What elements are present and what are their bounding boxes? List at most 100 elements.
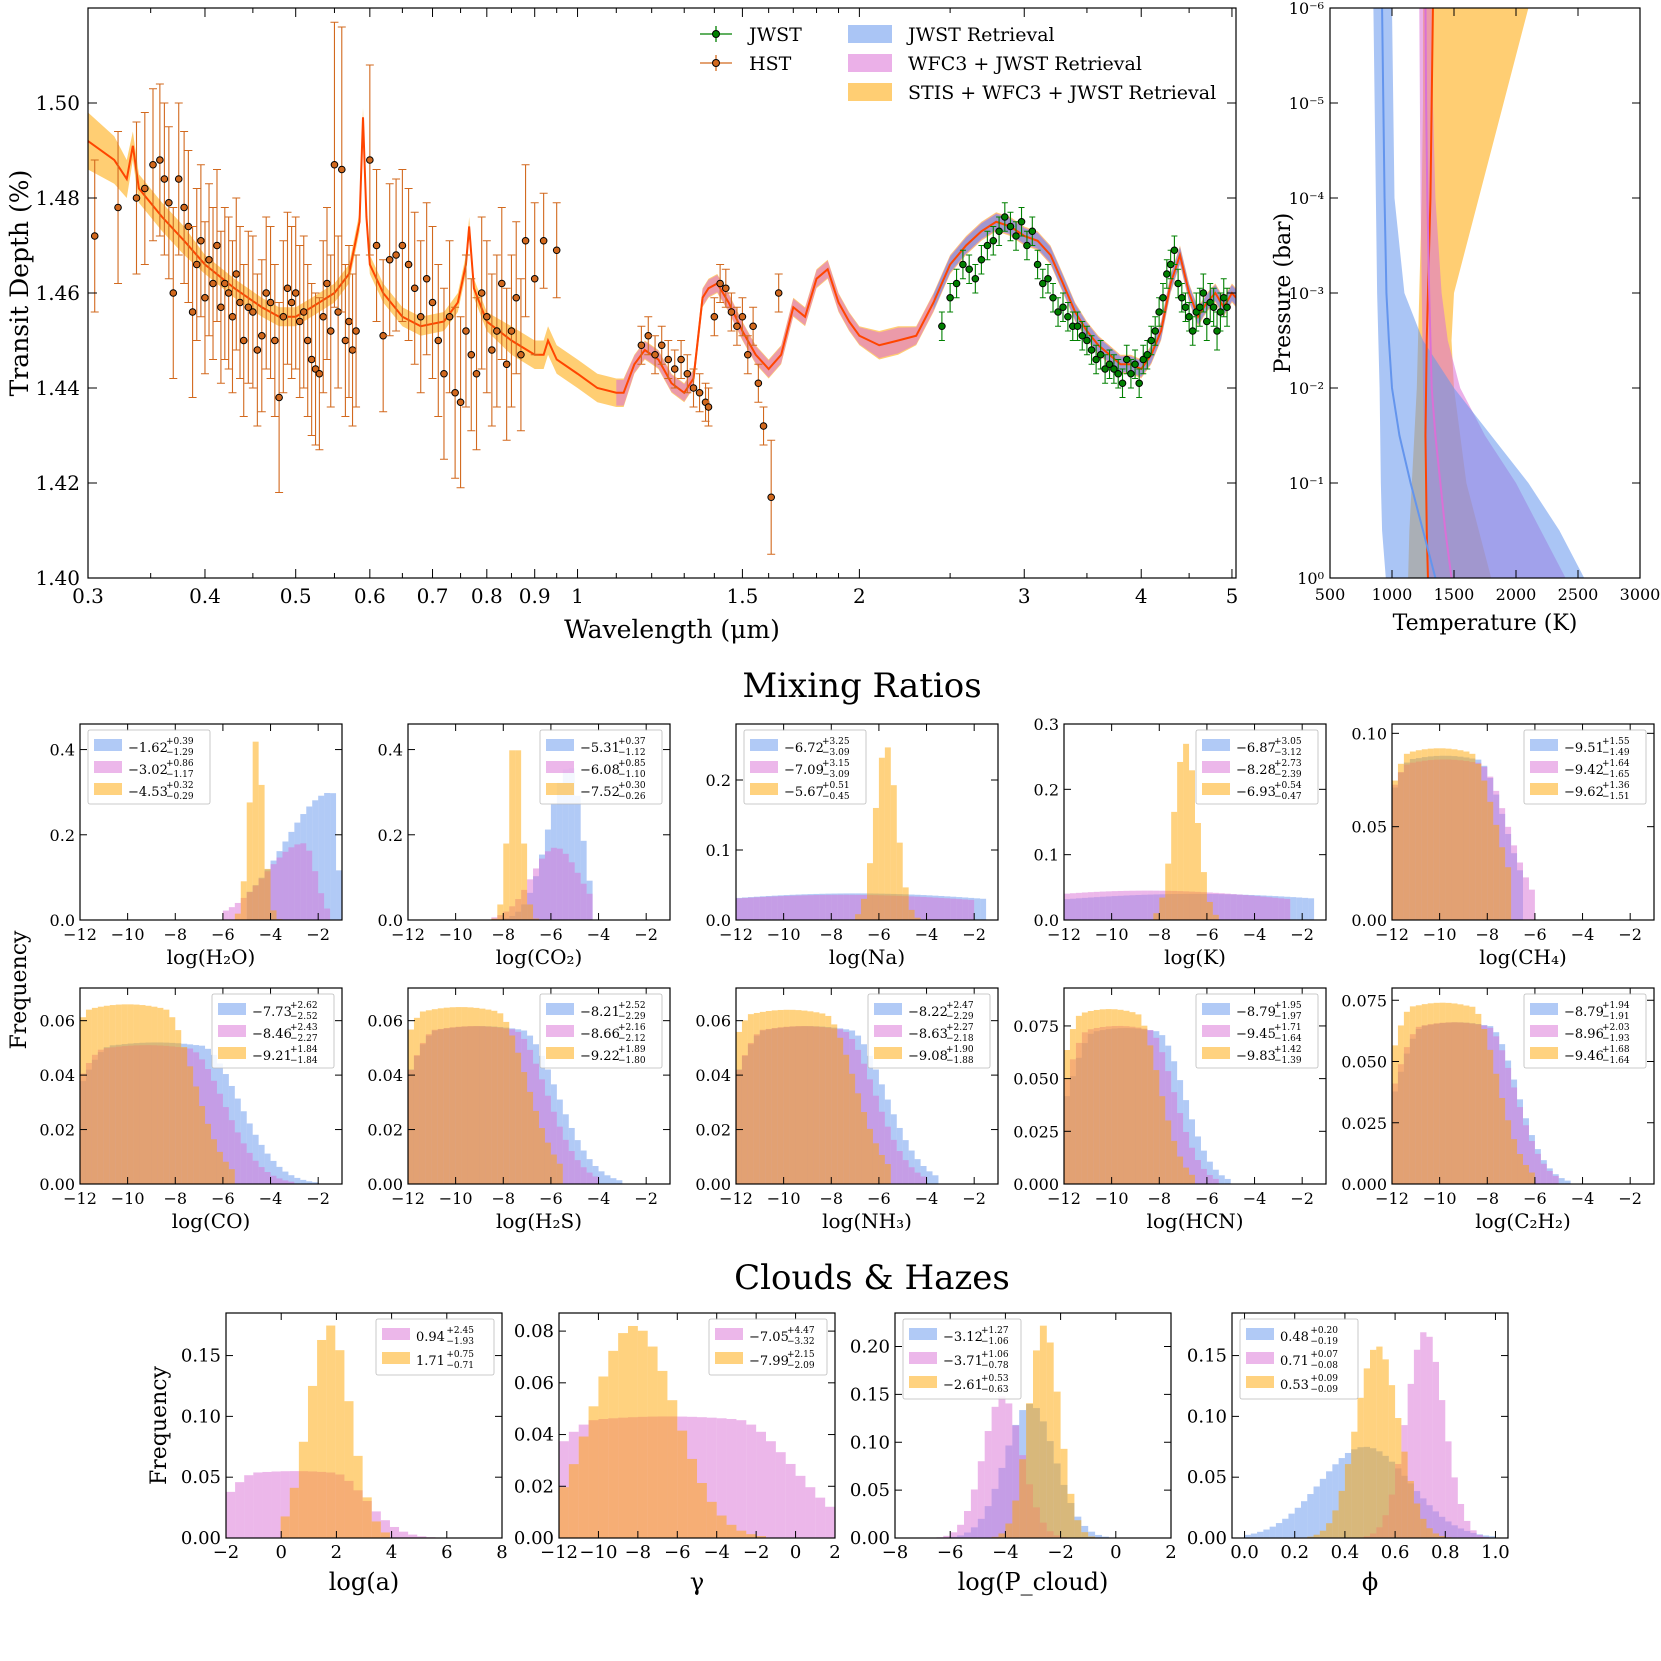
- na-legend: −6.72+3.25−3.09−7.09+3.15−3.09−5.67+0.51…: [743, 729, 867, 805]
- gamma-bar: [697, 1482, 707, 1538]
- ch4-xtick-label: −2: [1618, 925, 1642, 944]
- h2s-bar: [586, 1172, 593, 1184]
- loga-bar: [244, 1475, 254, 1538]
- jwst-point: [1006, 222, 1015, 231]
- co2-legend-estimate: −7.52: [580, 785, 620, 800]
- phi-bar: [1413, 1349, 1421, 1538]
- hcn-bar: [1129, 1012, 1136, 1184]
- gamma-plot-area: [559, 1325, 835, 1538]
- gamma-bar: [687, 1458, 697, 1538]
- nh3-xtick-label: −6: [867, 1189, 891, 1208]
- nh3-legend: −8.22+2.47−2.29 −8.63+2.27−2.18 −9.08+1.90…: [867, 993, 991, 1069]
- phi-bar: [1489, 1536, 1496, 1538]
- hst-point: [213, 241, 221, 250]
- na-xlabel: log(Na): [829, 945, 905, 969]
- mixing-ratios-title: Mixing Ratios: [742, 666, 981, 706]
- hst-point: [299, 308, 308, 316]
- hcn-bar: [1171, 1140, 1178, 1184]
- hcn-legend-swatch: [1202, 1025, 1230, 1037]
- hcn-legend-estimate: −8.79: [1236, 1005, 1276, 1020]
- tp-ytick-label: 10⁻¹: [1289, 474, 1324, 493]
- gamma-bar: [766, 1441, 776, 1538]
- jwst-point: [1092, 355, 1100, 364]
- pcloud-bar: [1012, 1425, 1020, 1538]
- tp-median-line: [1381, 8, 1437, 578]
- hst-point: [410, 284, 419, 293]
- co2-xtick-label: −2: [634, 925, 658, 944]
- legend-label: HST: [749, 53, 792, 75]
- na-legend-plus: +3.15: [822, 759, 850, 769]
- phi-legend-swatch: [1246, 1328, 1274, 1340]
- c2h2-bar: [1511, 1139, 1518, 1184]
- h2s-legend-swatch: [546, 1003, 574, 1015]
- co-plot-area: [80, 1004, 319, 1184]
- k-bar: [1177, 761, 1184, 920]
- gamma-legend-plus: +4.47: [787, 1326, 815, 1336]
- co-bar: [205, 1123, 211, 1184]
- spectrum-xtick-label: 1: [571, 584, 584, 608]
- hcn-legend-estimate: −9.45: [1236, 1027, 1276, 1042]
- spectrum-ytick-label: 1.48: [35, 186, 80, 210]
- c2h2-bar: [1546, 1170, 1553, 1184]
- hst-point: [493, 327, 501, 335]
- nh3-bar: [813, 1012, 820, 1184]
- co-bar: [312, 1182, 319, 1184]
- h2o-bar: [306, 850, 313, 920]
- co2-xtick-label: −10: [439, 925, 473, 944]
- h2s-legend-minus: −1.80: [618, 1056, 646, 1066]
- ch4-bar: [1528, 889, 1535, 920]
- nh3-legend-plus: +2.27: [946, 1023, 974, 1033]
- c2h2-bar: [1534, 1153, 1541, 1184]
- hst-point: [244, 303, 253, 312]
- h2s-xtick-label: −2: [634, 1189, 658, 1208]
- h2o-bar: [318, 893, 325, 920]
- h2o-bar: [222, 910, 229, 920]
- co-bar: [246, 1152, 253, 1184]
- nh3-ytick-label: 0.04: [695, 1066, 731, 1085]
- phi-bar: [1376, 1346, 1383, 1538]
- hst-point: [287, 298, 296, 307]
- phi-bar: [1282, 1518, 1289, 1538]
- loga-xlabel: log(a): [329, 1568, 400, 1596]
- na-legend-plus: +3.25: [822, 737, 850, 747]
- hst-point: [114, 203, 122, 212]
- hcn-bar: [1135, 1014, 1142, 1184]
- pcloud-legend-plus: +0.53: [981, 1374, 1009, 1384]
- co2-legend-plus: +0.85: [618, 759, 646, 769]
- c2h2-histogram: −12 −10 −8 −6 −4 −2 0.000 0.025 0.050 0.075 log(C₂…: [1341, 987, 1655, 1233]
- phi-bar: [1294, 1507, 1301, 1538]
- h2s-ytick-label: 0.02: [367, 1121, 403, 1140]
- co2-legend-minus: −0.26: [618, 792, 646, 802]
- phi-bar: [1401, 1451, 1408, 1538]
- co2-ytick-label: 0.0: [378, 911, 403, 930]
- gamma-bar: [608, 1350, 619, 1538]
- k-bar: [1296, 897, 1303, 920]
- jwst-point: [952, 279, 961, 288]
- c2h2-xtick-label: −6: [1523, 1189, 1547, 1208]
- h2s-legend-plus: +1.89: [618, 1045, 646, 1055]
- co-bar: [228, 1169, 235, 1184]
- loga-bar: [353, 1455, 363, 1538]
- jwst-point: [1078, 331, 1087, 340]
- tp-ytick-label: 10⁻⁵: [1289, 94, 1324, 113]
- co-bar: [270, 1175, 277, 1184]
- loga-bar: [362, 1497, 372, 1538]
- ch4-ytick-label: 0.10: [1351, 724, 1387, 743]
- phi-bar: [1370, 1349, 1377, 1538]
- jwst-point: [1028, 227, 1037, 236]
- loga-histogram: −2 0 2 4 6 8 0.00 0.05 0.10 0.15 log(a) Frequency 0.…: [147, 1312, 508, 1596]
- pcloud-bar: [1088, 1531, 1096, 1538]
- k-ytick-label: 0.1: [1034, 846, 1059, 865]
- ch4-legend-estimate: −9.62: [1564, 785, 1604, 800]
- hst-point: [160, 175, 169, 183]
- k-bar: [1075, 892, 1082, 920]
- pcloud-bar: [1095, 1534, 1102, 1538]
- gamma-xtick-label: −12: [540, 1542, 578, 1563]
- ch4-bar: [1475, 763, 1482, 920]
- loga-ytick-label: 0.10: [181, 1406, 221, 1427]
- c2h2-xtick-label: −2: [1618, 1189, 1642, 1208]
- na-bar: [980, 898, 987, 920]
- nh3-bar: [747, 1014, 754, 1184]
- co-bar: [282, 1180, 289, 1184]
- k-bar: [1266, 897, 1273, 920]
